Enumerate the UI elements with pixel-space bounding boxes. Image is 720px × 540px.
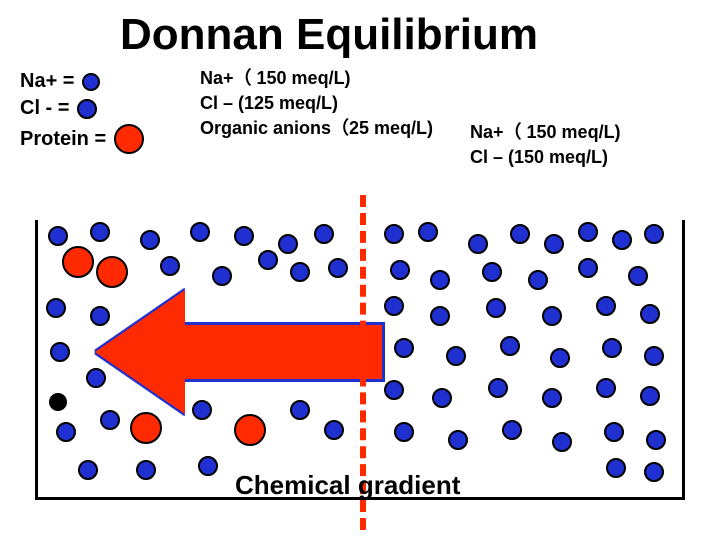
particle: [136, 460, 156, 480]
particle: [486, 298, 506, 318]
particle: [488, 378, 508, 398]
particle: [212, 266, 232, 286]
particle: [628, 266, 648, 286]
right-concentrations: Na+（ 150 meq/L)Cl – (150 meq/L): [470, 120, 621, 170]
particle: [328, 258, 348, 278]
na-icon: [82, 73, 100, 91]
legend-label-na: Na+ =: [20, 70, 74, 93]
legend-item-cl: Cl - =: [20, 97, 150, 120]
particle: [418, 222, 438, 242]
particle: [604, 422, 624, 442]
particle: [56, 422, 76, 442]
particle: [62, 246, 94, 278]
particle: [542, 388, 562, 408]
particle: [430, 306, 450, 326]
particle: [596, 296, 616, 316]
particle: [510, 224, 530, 244]
particle: [446, 346, 466, 366]
particle: [552, 432, 572, 452]
particle: [544, 234, 564, 254]
legend-label-cl: Cl - =: [20, 97, 69, 120]
particle: [578, 222, 598, 242]
particle: [646, 430, 666, 450]
particle: [48, 226, 68, 246]
legend-item-protein: Protein =: [20, 124, 150, 154]
particle: [190, 222, 210, 242]
particle: [130, 412, 162, 444]
arrow-shaft: [175, 322, 385, 382]
arrow-head: [95, 290, 185, 414]
legend-item-na: Na+ =: [20, 70, 150, 93]
particle: [192, 400, 212, 420]
particle: [482, 262, 502, 282]
particle: [500, 336, 520, 356]
particle: [140, 230, 160, 250]
particle: [90, 222, 110, 242]
particle: [640, 386, 660, 406]
particle: [198, 456, 218, 476]
particle: [640, 304, 660, 324]
particle: [644, 224, 664, 244]
particle: [394, 338, 414, 358]
protein-icon: [114, 124, 144, 154]
particle: [96, 256, 128, 288]
particle: [46, 298, 66, 318]
particle: [432, 388, 452, 408]
particle: [550, 348, 570, 368]
particle: [528, 270, 548, 290]
particle: [234, 414, 266, 446]
particle: [314, 224, 334, 244]
bottom-label: Chemical gradient: [235, 470, 460, 501]
particle: [78, 460, 98, 480]
particle: [278, 234, 298, 254]
particle: [606, 458, 626, 478]
particle: [602, 338, 622, 358]
legend-label-protein: Protein =: [20, 128, 106, 151]
particle: [50, 342, 70, 362]
particle: [384, 380, 404, 400]
particle: [644, 462, 664, 482]
particle: [390, 260, 410, 280]
particle: [394, 422, 414, 442]
particle: [384, 296, 404, 316]
particle: [612, 230, 632, 250]
particle: [324, 420, 344, 440]
particle: [578, 258, 598, 278]
particle: [468, 234, 488, 254]
particle: [234, 226, 254, 246]
particle: [49, 393, 67, 411]
particle: [290, 262, 310, 282]
particle: [384, 224, 404, 244]
particle: [542, 306, 562, 326]
cl-icon: [77, 99, 97, 119]
legend: Na+ = Cl - = Protein =: [20, 70, 150, 158]
particle: [290, 400, 310, 420]
particle: [160, 256, 180, 276]
particle: [502, 420, 522, 440]
particle: [596, 378, 616, 398]
page-title: Donnan Equilibrium: [120, 10, 538, 60]
particle: [448, 430, 468, 450]
left-concentrations: Na+（ 150 meq/L)Cl – (125 meq/L)Organic a…: [200, 66, 433, 142]
particle: [644, 346, 664, 366]
particle: [430, 270, 450, 290]
particle: [258, 250, 278, 270]
